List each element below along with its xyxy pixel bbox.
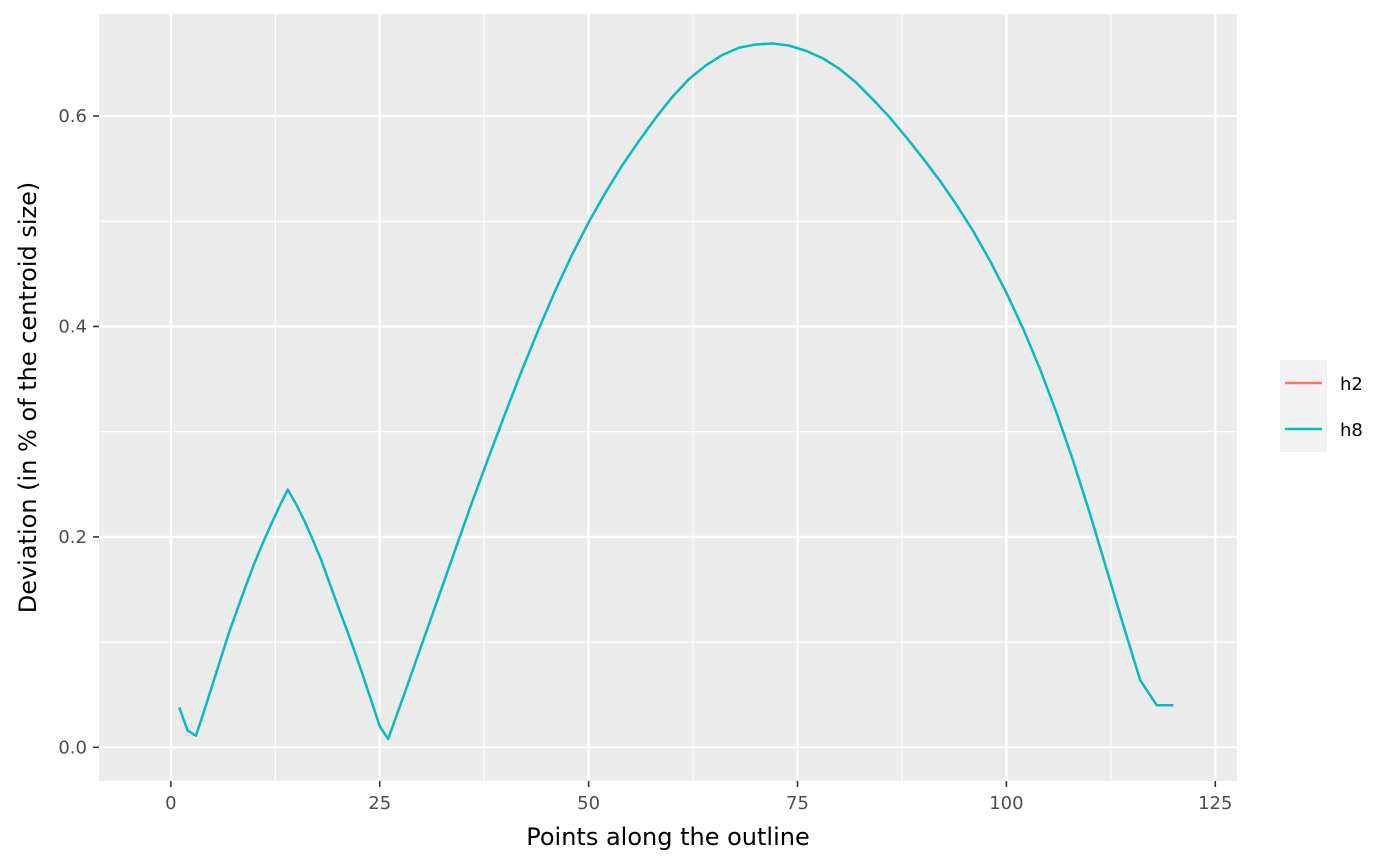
x-tick-label: 125 [1198,793,1232,814]
x-axis-title: Points along the outline [526,823,810,851]
minor-grid [99,14,1237,781]
legend: h2 h8 [1280,360,1363,452]
y-tick-label: 0.6 [58,106,87,127]
y-tick-label: 0.2 [58,527,87,548]
x-tick-label: 75 [786,793,809,814]
series-lines [178,42,1174,741]
plot-panel [99,14,1237,781]
x-tick-label: 0 [165,793,176,814]
y-axis-title: Deviation (in % of the centroid size) [14,182,42,614]
x-axis: 0 25 50 75 100 125 [165,781,1232,814]
legend-label-h2: h2 [1340,374,1363,395]
legend-label-h8: h8 [1340,420,1363,441]
y-tick-label: 0.0 [58,737,87,758]
major-grid [99,14,1237,781]
x-tick-label: 25 [368,793,391,814]
y-axis: 0.0 0.2 0.4 0.6 [58,106,99,758]
x-tick-label: 50 [577,793,600,814]
x-tick-label: 100 [989,793,1023,814]
legend-key-background [1280,360,1327,452]
series-line-h8 [178,42,1174,741]
y-tick-label: 0.4 [58,316,87,337]
